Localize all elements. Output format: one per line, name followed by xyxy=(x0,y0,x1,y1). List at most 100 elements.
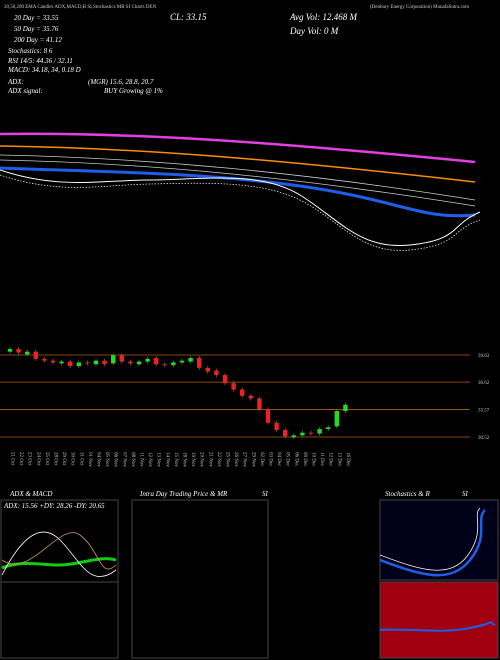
candle xyxy=(188,357,193,362)
candle xyxy=(162,364,167,366)
date-label: 19 Nov xyxy=(190,452,195,467)
date-label: 13 Dec xyxy=(336,452,341,467)
candle xyxy=(111,355,116,364)
date-label: 10 Dec xyxy=(311,452,316,467)
candle xyxy=(171,362,176,366)
date-label: 16 Dec xyxy=(345,452,350,467)
candle xyxy=(326,427,331,430)
date-label: 11 Dec xyxy=(319,452,324,467)
date-label: 20 Nov xyxy=(199,452,204,467)
stoch: Stochastics: 8 6 xyxy=(8,47,53,55)
date-label: 22 Nov xyxy=(216,452,221,467)
date-label: 21 Oct xyxy=(10,452,15,466)
date-label: 25 Nov xyxy=(225,452,230,467)
price-label: 36.62 xyxy=(478,381,490,386)
stoch-title: Stochastics & R xyxy=(385,490,430,498)
adx-line: ADX: 15.56 +DY: 28.26 -DY: 20.65 xyxy=(3,502,105,510)
candle xyxy=(205,367,210,372)
candle xyxy=(128,361,133,364)
bottom-panels xyxy=(0,499,499,659)
date-label: 02 Dec xyxy=(259,452,264,467)
candle xyxy=(291,435,296,438)
candle xyxy=(42,358,47,361)
candle xyxy=(76,362,81,367)
candle xyxy=(179,360,185,363)
candle xyxy=(248,395,253,399)
candle xyxy=(85,362,90,364)
date-label: 26 Nov xyxy=(233,452,238,467)
date-label: 12 Dec xyxy=(328,452,333,467)
date-label: 01 Nov xyxy=(87,452,92,467)
date-label: 08 Nov xyxy=(130,452,135,467)
candle xyxy=(145,358,150,362)
candle xyxy=(343,404,348,412)
ema200: 200 Day = 41.12 xyxy=(14,36,62,44)
date-label: 11 Nov xyxy=(139,452,144,467)
candle xyxy=(68,361,73,367)
rsi: RSI 14/5: 44.36 / 32.11 xyxy=(7,57,73,65)
candle xyxy=(93,360,99,365)
adx-panel xyxy=(0,499,119,659)
candle xyxy=(59,361,64,364)
ema50: 50 Day = 35.76 xyxy=(14,25,59,33)
candle xyxy=(25,351,30,355)
candle xyxy=(265,409,271,423)
adx-vals: (MGR) 15.6, 28.8, 20.7 xyxy=(88,78,154,86)
date-label: 15 Nov xyxy=(173,452,178,467)
adx-signal-val: BUY Growing @ 1% xyxy=(104,87,163,95)
candle xyxy=(231,383,236,390)
candle xyxy=(257,398,262,410)
candle xyxy=(119,355,124,362)
candle-panel: 39.63 36.62 33.57 30.52 21 Oct 22 Oct 23 Oct 24… xyxy=(0,346,490,467)
ema20: 20 Day = 33.55 xyxy=(14,14,59,22)
date-label: 12 Nov xyxy=(147,452,152,467)
candle xyxy=(300,432,305,436)
candle xyxy=(154,357,159,365)
date-label: 23 Oct xyxy=(27,452,32,466)
stoch-si: SI xyxy=(462,490,469,498)
candle xyxy=(102,360,107,365)
candle xyxy=(16,348,21,353)
date-label: 06 Nov xyxy=(113,452,118,467)
date-label: 04 Dec xyxy=(276,452,281,467)
date-label: 29 Oct xyxy=(61,452,66,466)
adx: ADX: xyxy=(7,78,24,86)
candle xyxy=(222,375,228,384)
candle xyxy=(33,351,38,359)
date-label: 27 Nov xyxy=(242,452,247,467)
intraday-panel xyxy=(131,499,269,659)
date-label: 05 Nov xyxy=(104,452,109,467)
candle xyxy=(240,389,245,396)
intraday-title: Intra Day Trading Price & MR xyxy=(139,490,228,498)
date-label: 06 Dec xyxy=(293,452,298,467)
date-label: 29 Nov xyxy=(250,452,255,467)
macd: MACD: 34.18, 34, 0.18 D xyxy=(7,66,81,74)
date-label: 05 Dec xyxy=(285,452,290,467)
candle xyxy=(308,432,314,434)
intraday-si: SI xyxy=(262,490,269,498)
candle xyxy=(136,361,142,365)
date-label: 28 Oct xyxy=(53,452,58,466)
candle xyxy=(283,429,288,437)
date-label: 24 Oct xyxy=(35,452,40,466)
adx-title: ADX & MACD xyxy=(9,490,52,498)
rsi-panel xyxy=(379,581,499,659)
date-label: 04 Nov xyxy=(96,452,101,467)
date-label: 07 Nov xyxy=(121,452,126,467)
candle xyxy=(317,429,322,434)
avg-vol: Avg Vol: 12.468 M xyxy=(289,12,357,22)
candle xyxy=(334,411,339,427)
close: CL: 33.15 xyxy=(170,12,207,22)
price-label: 33.57 xyxy=(478,409,490,414)
price-label: 30.52 xyxy=(478,436,490,441)
candle xyxy=(197,357,202,368)
date-label: 30 Oct xyxy=(70,452,75,466)
company: (Denbury Energy Corporation) MunafaSutra… xyxy=(370,5,469,10)
date-label: 21 Nov xyxy=(207,452,212,467)
date-label: 25 Oct xyxy=(44,452,49,466)
candle xyxy=(214,370,219,376)
adx-signal: ADX signal: xyxy=(7,87,43,95)
date-label: 09 Dec xyxy=(302,452,307,467)
candle xyxy=(50,360,56,363)
